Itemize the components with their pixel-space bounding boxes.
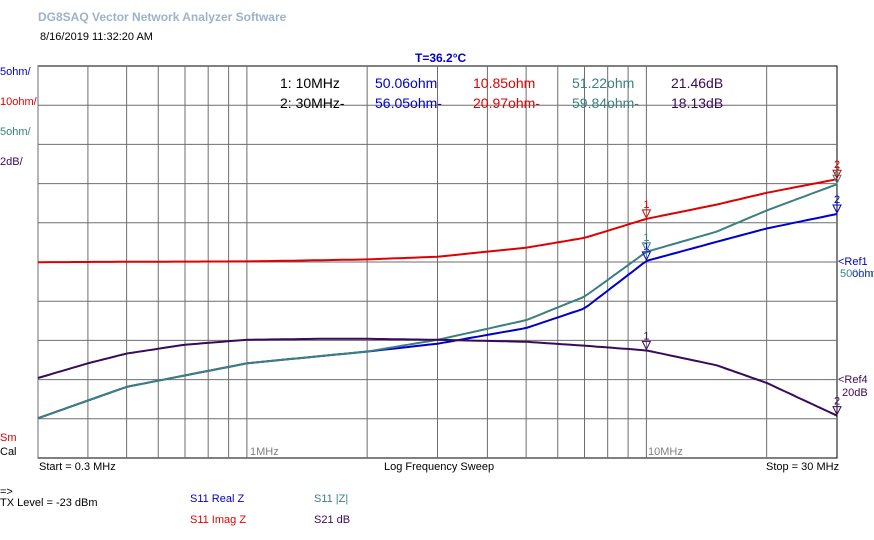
marker2-real-z: 56.05ohm- [375,95,442,111]
app-title: DG8SAQ Vector Network Analyzer Software [38,10,287,24]
marker1-real-z: 50.06ohm [375,75,438,91]
marker2-s21: 18.13dB [671,95,724,111]
legend-s11-abs-z[interactable]: S11 |Z| [314,493,349,505]
ref1-label: <Ref1 [838,256,868,268]
ref4-label: <Ref4 [838,374,868,386]
ref4-value: 20dB [842,387,868,399]
marker-1-triangle [641,209,652,219]
marker-2-number: 2 [834,159,840,171]
scale-s21: 2dB/ [0,156,23,168]
marker2-imag-z: 20.97ohm- [473,95,540,111]
marker-1-number: 1 [643,232,649,244]
temperature-readout: T=36.2°C [415,51,467,65]
stop-frequency: Stop = 30 MHz [766,461,840,473]
sm-label: Sm [0,432,17,444]
legend-s11-imag-z[interactable]: S11 Imag Z [190,514,247,526]
marker1-label: 1: 10MHz [280,75,340,91]
x-tick-label-1mhz: 1MHz [250,446,279,458]
marker2-label: 2: 30MHz- [280,95,345,111]
marker-1-number: 1 [643,241,649,253]
sweep-type: Log Frequency Sweep [384,461,495,473]
start-frequency: Start = 0.3 MHz [39,461,116,473]
marker-2-number: 2 [834,194,840,206]
ref-hidden-value: 0ohm [852,268,874,280]
ref1-value: 50ohm [840,268,874,280]
marker-2-triangle [832,204,842,215]
marker-1-number: 1 [643,199,649,211]
legend-s11-real-z[interactable]: S11 Real Z [190,493,245,505]
scale-abs-z: 5ohm/ [0,126,31,138]
scale-imag-z: 10ohm/ [0,96,37,108]
marker-2-triangle [832,174,842,185]
trace-s21-db [37,337,838,417]
marker-1-triangle [641,242,652,252]
cal-label: Cal [0,446,17,458]
marker1-s21: 21.46dB [671,75,724,91]
arrow-indicator: => [0,486,13,498]
marker-2-number: 2 [834,396,840,408]
scale-real-z: 5ohm/ [0,66,31,78]
marker2-abs-z: 59.84ohm- [572,95,639,111]
marker-2-triangle [832,169,842,180]
marker-1-triangle [641,340,652,351]
timestamp: 8/16/2019 11:32:20 AM [40,31,153,43]
tx-level: TX Level = -23 dBm [0,497,98,509]
marker-2-triangle [832,406,842,416]
legend-s21-db[interactable]: S21 dB [314,514,351,526]
x-tick-label-10mhz: 10MHz [648,446,683,458]
marker-1-number: 1 [643,330,649,342]
trace-s11-imag-z [38,178,838,264]
marker1-abs-z: 51.22ohm [572,75,635,91]
marker1-imag-z: 10.85ohm [473,75,536,91]
chart-traces [37,178,838,420]
